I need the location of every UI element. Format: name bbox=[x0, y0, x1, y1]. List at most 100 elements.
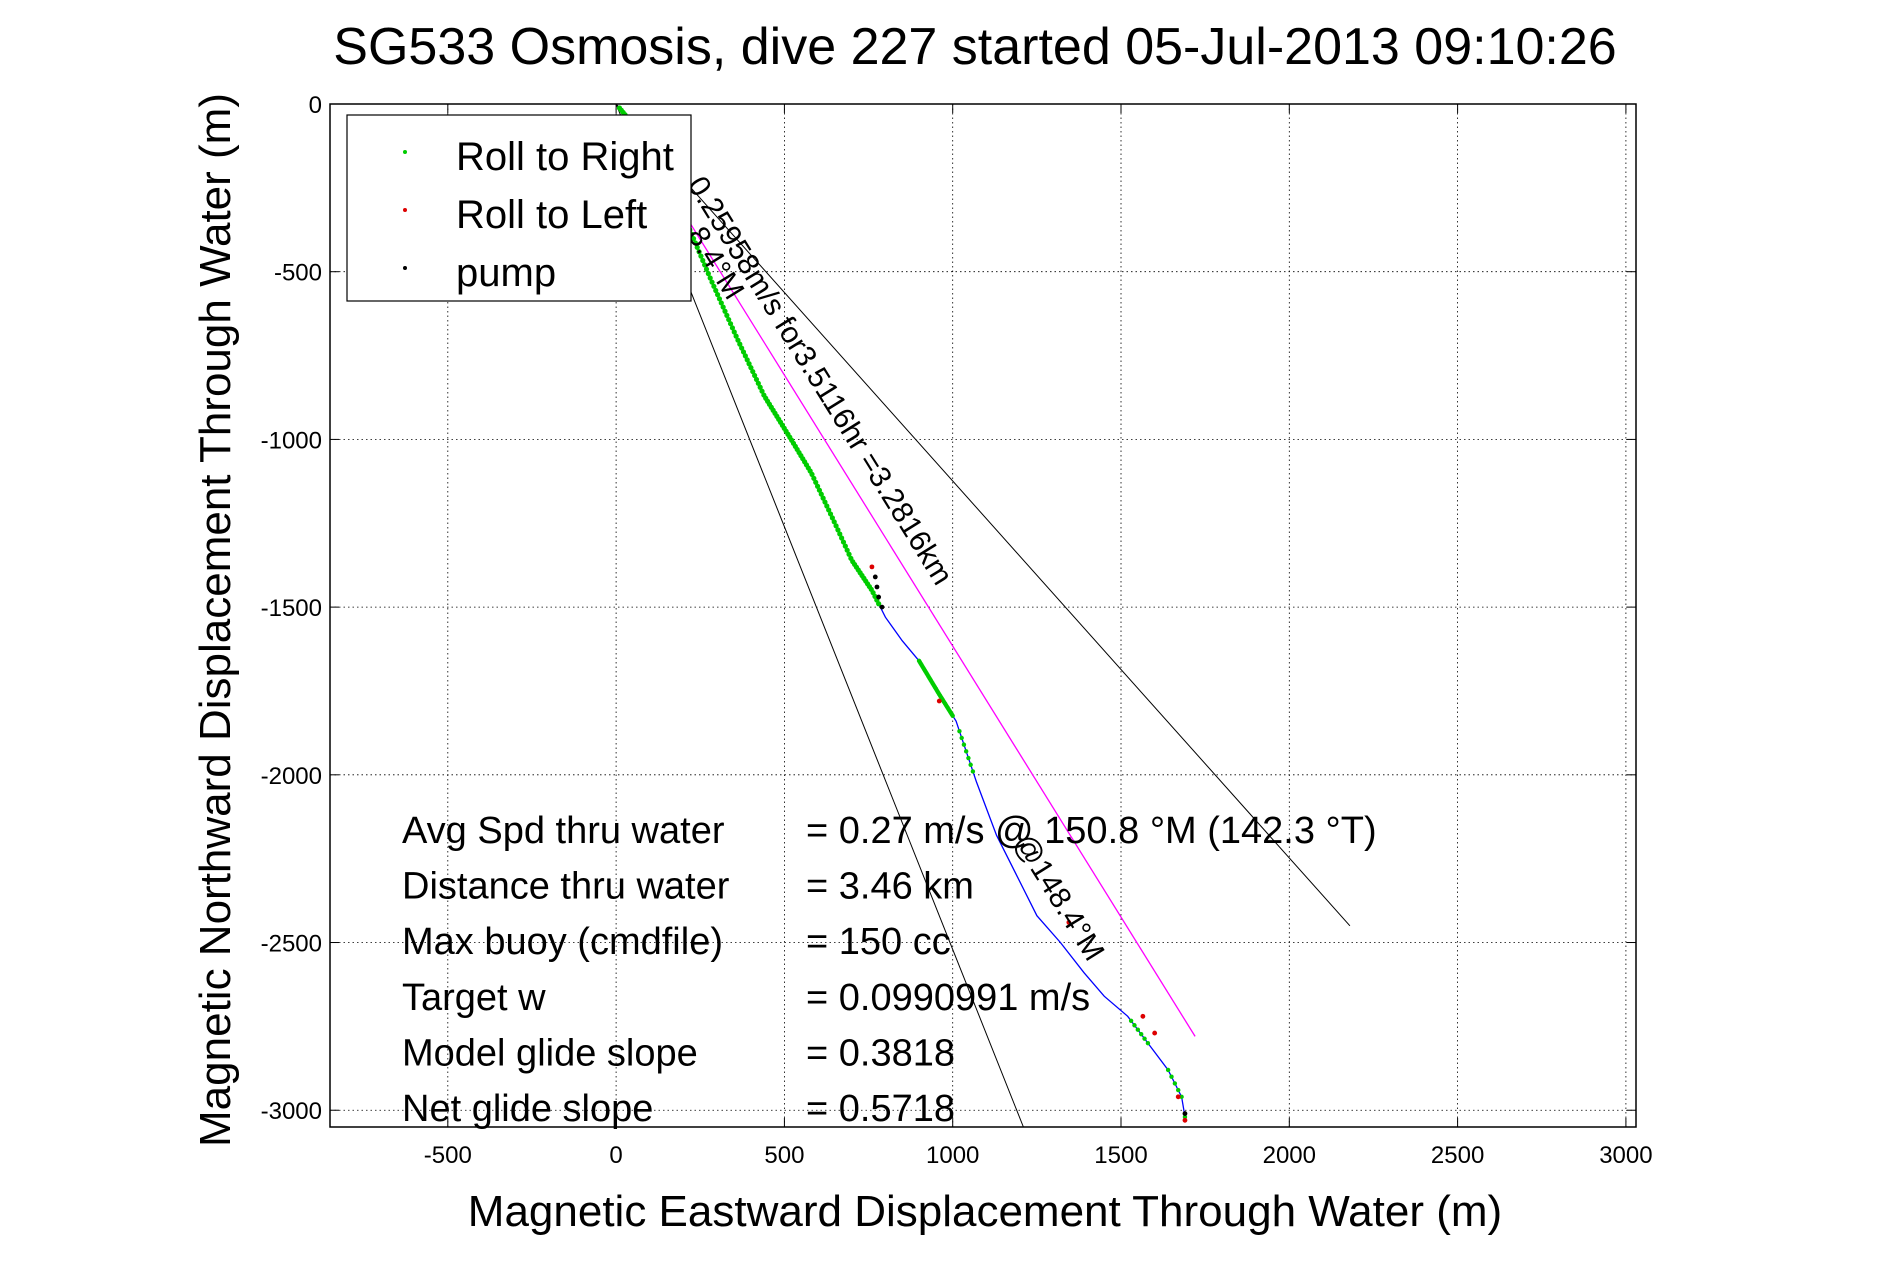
roll-right-point bbox=[740, 349, 747, 355]
legend-label-pump: pump bbox=[456, 251, 556, 295]
roll-right-point bbox=[705, 271, 711, 277]
x-tick-label: -500 bbox=[424, 1142, 472, 1169]
roll-left-point bbox=[1182, 1117, 1188, 1123]
roll-right-point bbox=[753, 376, 760, 383]
roll-right-point bbox=[748, 365, 754, 371]
chart-title: SG533 Osmosis, dive 227 started 05-Jul-2… bbox=[333, 18, 1616, 76]
x-tick-label: 1000 bbox=[926, 1142, 979, 1169]
roll-right-point bbox=[729, 325, 736, 331]
legend-box bbox=[346, 114, 692, 302]
roll-right-point bbox=[1169, 1074, 1174, 1079]
roll-right-point bbox=[722, 308, 728, 314]
roll-right-point bbox=[727, 321, 734, 327]
stat-label: Avg Spd thru water bbox=[402, 810, 725, 852]
roll-right-point bbox=[957, 729, 962, 734]
roll-right-point bbox=[746, 361, 752, 367]
roll-right-point bbox=[714, 292, 721, 298]
stat-label: Target w bbox=[402, 977, 546, 1019]
y-axis-label: Magnetic Northward Displacement Through … bbox=[191, 93, 240, 1147]
roll-right-point bbox=[692, 240, 698, 246]
stat-label: Distance thru water bbox=[402, 866, 730, 908]
y-tick-label: -1000 bbox=[261, 427, 322, 454]
y-tick-label: -3000 bbox=[261, 1098, 322, 1125]
ticks: -500 0 500 1000 1500 2000 2500 3000 0 -500 -1000 -1… bbox=[261, 92, 1653, 1169]
axes-box bbox=[329, 103, 1637, 1128]
stat-value: = 0.27 m/s @ 150.8 °M (142.3 °T) bbox=[806, 810, 1377, 852]
roll-right-point bbox=[826, 507, 832, 513]
roll-right-point bbox=[846, 551, 852, 557]
legend-marker-pump bbox=[403, 266, 407, 270]
roll-right-point bbox=[829, 515, 835, 521]
roll-right-point bbox=[1139, 1032, 1144, 1037]
stat-value: = 0.0990991 m/s bbox=[806, 977, 1090, 1019]
roll-right-point bbox=[1165, 1067, 1171, 1073]
legend: Roll to Right Roll to Left pump bbox=[346, 114, 692, 302]
roll-right-point bbox=[822, 499, 828, 505]
roll-right-point bbox=[755, 380, 761, 386]
roll-right-point bbox=[744, 357, 750, 363]
roll-right-point bbox=[696, 249, 702, 255]
roll-right-point bbox=[720, 304, 726, 310]
legend-label-roll-left: Roll to Left bbox=[456, 193, 647, 237]
roll-right-point bbox=[1179, 1094, 1184, 1100]
roll-right-point bbox=[844, 547, 850, 553]
roll-left-point bbox=[1152, 1030, 1158, 1036]
roll-right-point bbox=[818, 491, 824, 497]
roll-right-point bbox=[737, 341, 743, 347]
roll-left-point bbox=[1066, 920, 1072, 925]
roll-right-point bbox=[1172, 1081, 1178, 1086]
roll-right-point bbox=[1145, 1040, 1151, 1046]
roll-right-point bbox=[690, 235, 697, 242]
y-tick-label: -1500 bbox=[261, 595, 322, 622]
stat-label: Model glide slope bbox=[402, 1032, 698, 1074]
roll-right-point bbox=[724, 312, 730, 318]
roll-right-point bbox=[811, 475, 817, 481]
roll-right-point bbox=[739, 345, 745, 351]
roll-right-point bbox=[814, 483, 821, 489]
roll-right-point bbox=[726, 316, 732, 323]
roll-right-point bbox=[833, 523, 839, 529]
stat-value: = 150 cc bbox=[806, 921, 951, 963]
legend-marker-roll-left bbox=[403, 208, 407, 212]
roll-right-point bbox=[840, 539, 847, 545]
roll-right-point bbox=[966, 755, 971, 761]
roll-right-point bbox=[698, 253, 704, 259]
pump-point bbox=[876, 594, 882, 600]
roll-right-point bbox=[1176, 1087, 1181, 1093]
roll-right-point bbox=[876, 601, 882, 607]
x-tick-label: 3000 bbox=[1599, 1142, 1652, 1169]
x-tick-label: 2000 bbox=[1263, 1142, 1316, 1169]
roll-right-point bbox=[1135, 1027, 1141, 1032]
y-tick-label: -2000 bbox=[261, 763, 322, 790]
pump-point bbox=[874, 584, 880, 590]
roll-right-point bbox=[1142, 1036, 1147, 1041]
roll-right-point bbox=[713, 287, 719, 294]
roll-right-point bbox=[700, 257, 706, 264]
roll-right-point bbox=[1132, 1023, 1137, 1028]
stats-block: Avg Spd thru water = 0.27 m/s @ 150.8 °M … bbox=[402, 810, 1377, 1130]
roll-right-point bbox=[968, 762, 973, 767]
roll-right-point bbox=[716, 296, 723, 302]
roll-left-point bbox=[1140, 1013, 1146, 1019]
roll-right-point bbox=[742, 353, 748, 359]
roll-right-point bbox=[703, 266, 710, 272]
legend-label-roll-right: Roll to Right bbox=[456, 135, 674, 179]
y-tick-label: -2500 bbox=[261, 931, 322, 958]
roll-right-point bbox=[963, 749, 969, 754]
roll-right-point bbox=[835, 527, 841, 533]
roll-right-point bbox=[711, 283, 717, 289]
roll-right-point bbox=[837, 531, 843, 537]
roll-right-point bbox=[816, 487, 823, 493]
roll-right-point bbox=[809, 471, 815, 477]
roll-right-point bbox=[757, 384, 763, 390]
roll-right-point bbox=[831, 519, 837, 525]
roll-right-point bbox=[718, 300, 724, 306]
roll-right-point bbox=[752, 372, 758, 379]
roll-left-point bbox=[869, 564, 875, 570]
stat-label: Net glide slope bbox=[402, 1088, 653, 1130]
roll-right-point bbox=[750, 368, 756, 375]
roll-right-point bbox=[735, 337, 741, 343]
roll-right-point bbox=[709, 279, 715, 285]
